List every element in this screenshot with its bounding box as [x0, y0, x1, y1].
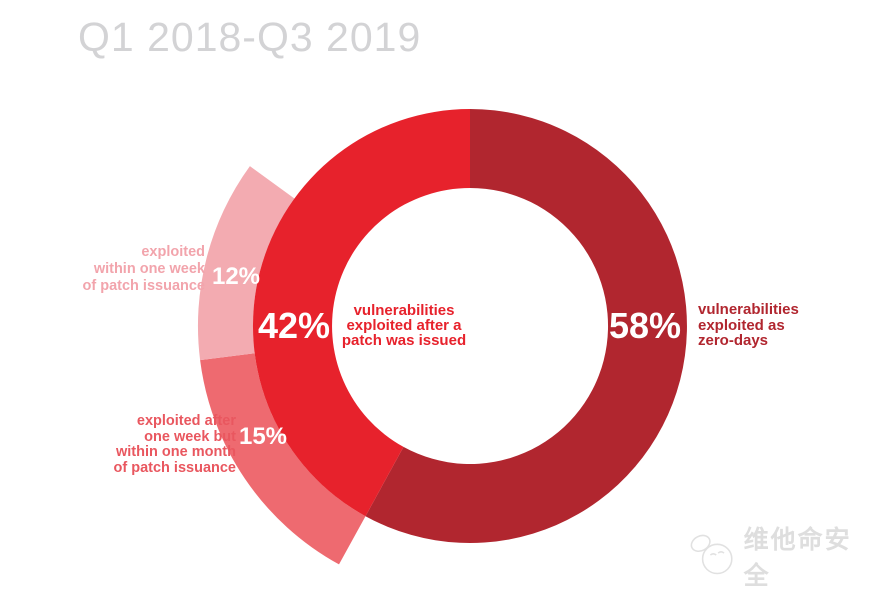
segment-zero-days — [365, 109, 687, 543]
segment-after-patch — [252, 109, 470, 517]
watermark-text: 维他命安全 — [743, 526, 852, 590]
annotation-zero-days: vulnerabilities exploited as zero-days — [698, 301, 799, 349]
percent-label-zero-days: 58% — [608, 305, 682, 346]
annotation-after-patch: vulnerabilities exploited after a patch … — [341, 302, 467, 349]
watermark: 维他命安全 — [688, 520, 875, 592]
segment-one-week-to-one-month — [200, 353, 366, 565]
percent-label-within-one-week: 12% — [211, 263, 261, 290]
annotation-within-one-week: exploited within one week of patch issua… — [82, 244, 205, 294]
segment-within-one-week — [197, 166, 295, 361]
percent-label-one-week-to-one-month: 15% — [238, 423, 288, 450]
chart-title: Q1 2018-Q3 2019 — [78, 14, 422, 60]
percent-label-after-patch: 42% — [257, 305, 331, 346]
watermark-logo-icon — [690, 534, 733, 575]
annotation-one-week-to-one-month: exploited after one week but within one … — [113, 413, 236, 476]
